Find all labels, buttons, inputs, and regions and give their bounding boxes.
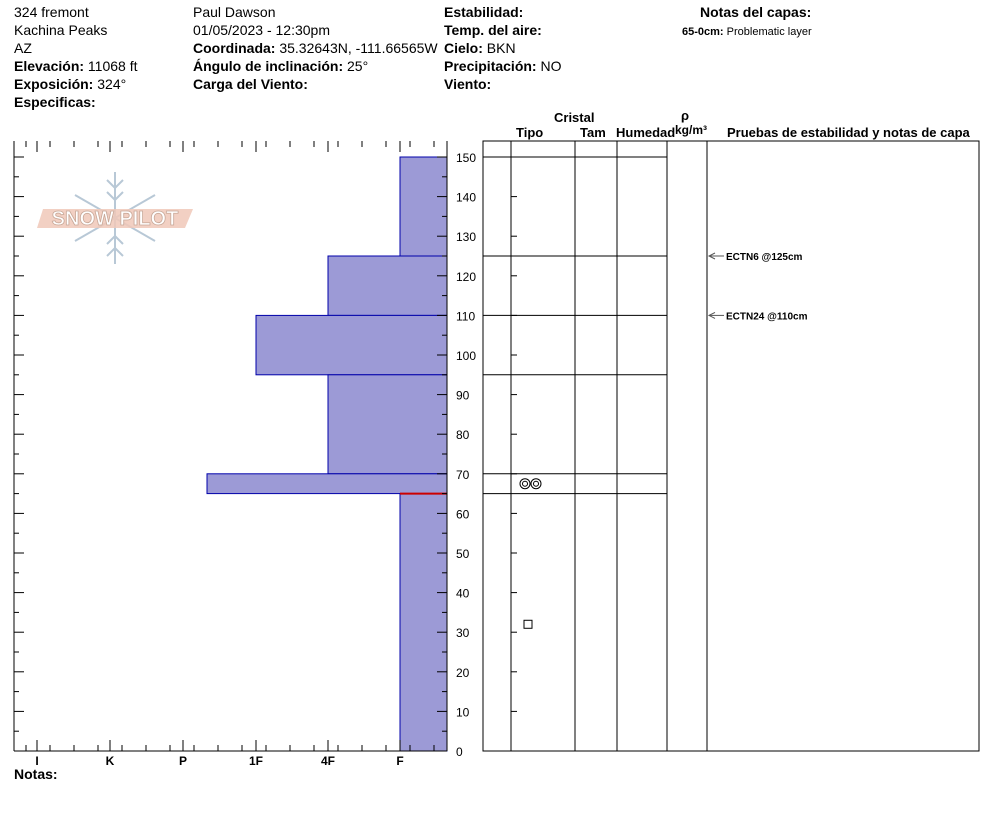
rounded-grains-icon	[519, 478, 542, 490]
hardness-tick-label: K	[106, 754, 115, 768]
hardness-bar-3	[327, 374, 448, 475]
layer-note-text: Problematic layer	[726, 26, 812, 38]
hardness-tick-label: F	[396, 754, 403, 768]
depth-tick-label: 40	[456, 587, 470, 601]
stability-test-label: ECTN6 @125cm	[726, 252, 803, 263]
layer-note-depth: 65-0cm:	[682, 26, 724, 38]
density-rho-header: ρ	[681, 108, 690, 123]
sky-label: Cielo:	[444, 40, 483, 56]
coord-value: 35.32643N, -111.66565W	[279, 40, 438, 56]
density-unit-header: kg/m³	[675, 123, 708, 137]
snowpilot-logo: SNOW PILOT	[37, 172, 193, 264]
precip-label: Precipitación:	[444, 58, 537, 74]
grain-table: ECTN6 @125cm ECTN24 @110cm	[482, 140, 980, 752]
observer-name: Paul Dawson	[193, 4, 276, 20]
hardness-bar-1	[327, 255, 448, 316]
precip-value: NO	[540, 58, 562, 74]
hardness-bar-0	[399, 156, 448, 257]
layer-notes-label: Notas del capas:	[700, 4, 812, 20]
hardness-panel: I K P 1F 4F F 0 10 20 30 40 50 60 70 80 90 100 110 120 130 1…	[13, 141, 476, 768]
depth-tick-label: 10	[456, 705, 470, 719]
type-header: Tipo	[516, 125, 544, 140]
grain-circle-inner	[522, 480, 528, 487]
depth-tick-label: 50	[456, 547, 470, 561]
depth-tick-label: 20	[456, 666, 470, 680]
depth-tick-label: 130	[456, 230, 476, 244]
depth-tick-label: 90	[456, 389, 470, 403]
state-name: AZ	[14, 40, 32, 56]
slope-value: 25°	[347, 58, 369, 74]
aspect-label: Exposición:	[14, 76, 94, 92]
area-name: Kachina Peaks	[14, 22, 108, 38]
coordinates: Coordinada: 35.32643N, -111.66565W	[193, 40, 438, 57]
depth-tick-label: 70	[456, 468, 470, 482]
slope-angle: Ángulo de inclinación: 25°	[193, 58, 368, 75]
tests-header: Pruebas de estabilidad y notas de capa	[727, 125, 970, 140]
wind-label: Viento:	[444, 76, 492, 92]
stability-arrow-head	[707, 252, 716, 260]
depth-tick-label: 60	[456, 507, 470, 521]
observation-datetime: 01/05/2023 - 12:30pm	[193, 22, 330, 38]
aspect-value: 324°	[97, 76, 127, 92]
aspect: Exposición: 324°	[14, 76, 126, 93]
hardness-tick-label: 1F	[249, 754, 263, 768]
grain-circle	[530, 478, 542, 490]
depth-tick-label: 150	[456, 151, 476, 165]
hardness-tick-label: I	[35, 754, 38, 768]
stability-label: Estabilidad:	[444, 4, 524, 20]
location-name: 324 fremont	[14, 4, 89, 20]
coord-label: Coordinada:	[193, 40, 276, 56]
elevation-label: Elevación:	[14, 58, 85, 74]
elevation: Elevación: 11068 ft	[14, 58, 137, 75]
grain-circle	[519, 478, 531, 490]
hardness-bar-4	[206, 473, 448, 495]
specifics-label: Especificas:	[14, 94, 96, 110]
depth-tick-label: 30	[456, 626, 470, 640]
air-temp-label: Temp. del aire:	[444, 22, 542, 38]
stability-arrow-head	[707, 311, 716, 319]
crystal-header: Cristal	[554, 110, 595, 125]
layer-note: 65-0cm: Problematic layer	[682, 24, 812, 41]
hardness-tick-label: P	[179, 754, 187, 768]
sky: Cielo: BKN	[444, 40, 516, 57]
sky-value: BKN	[486, 40, 516, 56]
faceted-crystals-icon	[523, 619, 533, 629]
depth-tick-label: 0	[456, 745, 463, 759]
logo-banner: SNOW PILOT	[37, 208, 193, 230]
wind-load-label: Carga del Viento:	[193, 76, 308, 92]
grain-table-frame	[482, 140, 980, 752]
depth-tick-label: 80	[456, 428, 470, 442]
hardness-bar-2	[255, 314, 448, 376]
elevation-value: 11068 ft	[87, 58, 138, 74]
logo-text: SNOW PILOT	[52, 208, 179, 230]
precipitation: Precipitación: NO	[444, 58, 561, 75]
notes-label: Notas:	[14, 766, 58, 782]
hardness-bar-5	[399, 493, 448, 752]
depth-tick-label: 140	[456, 191, 476, 205]
depth-tick-label: 120	[456, 270, 476, 284]
stability-test-label: ECTN24 @110cm	[726, 311, 808, 322]
slope-label: Ángulo de inclinación:	[193, 58, 344, 74]
grain-circle-inner	[533, 480, 539, 487]
size-header: Tam	[580, 125, 606, 140]
hardness-tick-label: 4F	[321, 754, 335, 768]
depth-tick-label: 100	[456, 349, 476, 363]
depth-tick-label: 110	[456, 309, 475, 323]
moisture-header: Humedad	[616, 125, 676, 140]
